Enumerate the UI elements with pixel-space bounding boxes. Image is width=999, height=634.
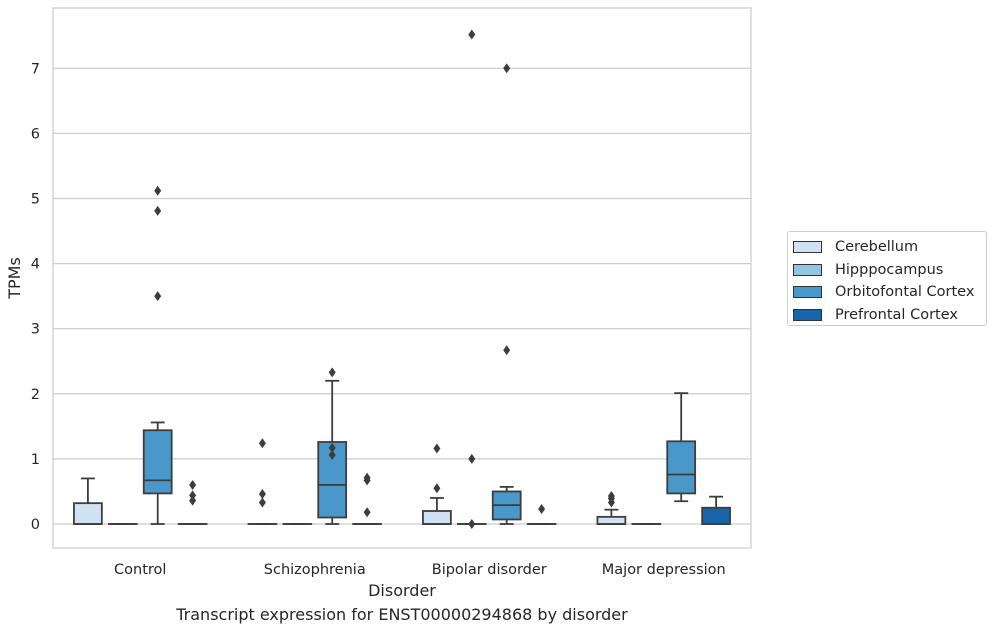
outlier-point <box>363 475 371 486</box>
legend-item: Orbitofontal Cortex <box>793 281 986 304</box>
y-axis-ticks: 0 1 2 3 4 5 6 7 <box>31 61 40 533</box>
chart-caption: Transcript expression for ENST0000029486… <box>176 605 628 624</box>
legend-swatch <box>793 263 822 276</box>
box-prefrontal-cortex-2 <box>526 504 557 525</box>
box-iqr <box>422 510 452 525</box>
legend-swatch <box>793 308 822 321</box>
box-prefrontal-cortex-1 <box>352 472 382 525</box>
outlier-point <box>607 497 615 508</box>
box-orbitofontal-cortex-0 <box>142 185 173 525</box>
y-tick-label: 7 <box>31 61 40 77</box>
box-orbitofontal-cortex-2 <box>491 63 522 525</box>
outlier-point <box>468 29 476 40</box>
outlier-point <box>433 443 441 454</box>
box-iqr <box>666 440 697 495</box>
outlier-point <box>154 205 162 216</box>
legend-label: Cerebellum <box>835 239 919 256</box>
outlier-point <box>468 453 476 464</box>
box-iqr <box>701 506 731 525</box>
x-tick-label: Schizophrenia <box>264 562 366 578</box>
outlier-point <box>328 367 336 378</box>
outlier-point <box>258 438 266 449</box>
box-iqr <box>142 429 173 495</box>
box-cerebellum-0 <box>73 477 103 525</box>
y-axis-label: TPMs <box>5 257 24 300</box>
outlier-point <box>258 497 266 508</box>
x-tick-label: Bipolar disorder <box>432 562 547 578</box>
x-axis-ticks: Control Schizophrenia Bipolar disorder Majo… <box>114 562 726 578</box>
box-hipppocampus-2 <box>456 29 487 529</box>
box-iqr <box>73 502 103 525</box>
outlier-point <box>328 449 336 460</box>
legend-label: Hipppocampus <box>835 261 944 278</box>
outlier-point <box>503 345 511 356</box>
x-tick-label: Control <box>114 562 166 578</box>
legend: Cerebellum Hipppocampus Orbitofontal Corte… <box>787 231 987 326</box>
y-tick-label: 2 <box>31 387 40 403</box>
legend-swatch <box>793 286 822 299</box>
y-tick-label: 5 <box>31 192 40 208</box>
box-series <box>73 29 731 529</box>
outlier-point <box>258 489 266 500</box>
y-tick-label: 4 <box>31 257 40 273</box>
plot-area-frame <box>52 7 752 549</box>
x-tick-label: Major depression <box>602 562 726 578</box>
legend-item: Cerebellum <box>793 236 986 259</box>
box-orbitofontal-cortex-3 <box>666 392 697 503</box>
box-orbitofontal-cortex-1 <box>317 367 348 525</box>
outlier-point <box>433 483 441 494</box>
box-iqr <box>596 515 627 525</box>
outlier-point <box>328 442 336 453</box>
outlier-point <box>363 507 371 518</box>
outlier-point <box>154 291 162 302</box>
outlier-point <box>189 490 197 501</box>
outlier-point <box>538 504 546 515</box>
box-cerebellum-2 <box>422 443 452 525</box>
outlier-point <box>468 519 476 529</box>
outlier-point <box>189 495 197 506</box>
y-tick-label: 6 <box>31 126 40 142</box>
x-axis-label: Disorder <box>368 581 436 600</box>
legend-swatch <box>793 241 822 254</box>
legend-label: Prefrontal Cortex <box>835 306 958 323</box>
legend-label: Orbitofontal Cortex <box>835 284 975 301</box>
y-tick-label: 3 <box>31 322 40 338</box>
box-cerebellum-3 <box>596 491 627 525</box>
legend-item: Prefrontal Cortex <box>793 304 986 327</box>
outlier-point <box>154 185 162 196</box>
legend-item: Hipppocampus <box>793 259 986 282</box>
box-prefrontal-cortex-0 <box>177 479 208 525</box>
y-tick-label: 1 <box>31 452 40 468</box>
box-prefrontal-cortex-3 <box>701 495 731 525</box>
box-cerebellum-1 <box>247 438 278 525</box>
y-tick-label: 0 <box>31 517 40 533</box>
outlier-point <box>189 479 197 490</box>
outlier-point <box>503 63 511 74</box>
